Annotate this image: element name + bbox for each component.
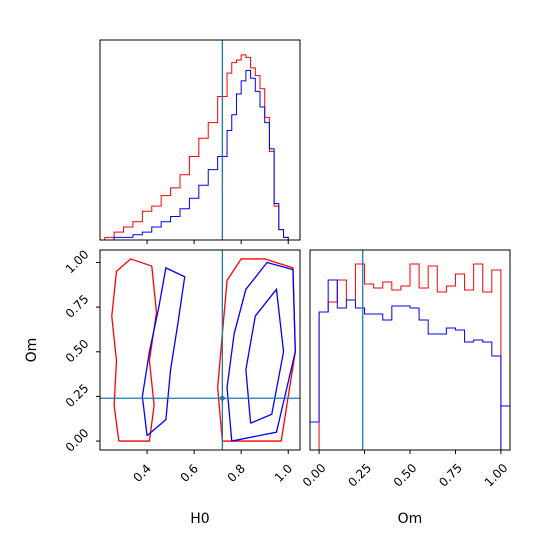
contour-xtick-label-2: 0.8 bbox=[225, 461, 248, 484]
contour-frame bbox=[99, 249, 301, 451]
om-xtick-label-1: 0.25 bbox=[345, 461, 374, 490]
h0-hist-blue bbox=[104, 69, 293, 240]
om-marginal-plot bbox=[310, 250, 510, 450]
om-xtick-label-4: 1.00 bbox=[482, 461, 511, 490]
contour-xtick-label-0: 0.4 bbox=[131, 461, 154, 484]
om-hist-red bbox=[310, 263, 502, 450]
contour-xtick-label-1: 0.6 bbox=[178, 461, 201, 484]
h0-marginal-plot bbox=[104, 40, 293, 240]
h0-marginal-frame bbox=[99, 39, 301, 241]
contour-ytick-label-1: 0.25 bbox=[63, 381, 92, 410]
contour-blue-1 bbox=[226, 261, 296, 442]
om-xtick-label-3: 0.75 bbox=[436, 461, 465, 490]
contour-truth-marker bbox=[219, 395, 225, 401]
contour-blue-0 bbox=[141, 266, 186, 437]
om-xtick-label-2: 0.50 bbox=[391, 461, 420, 490]
contour-ytick-label-4: 1.00 bbox=[63, 247, 92, 276]
contour-xtick-label-3: 1.0 bbox=[272, 461, 295, 484]
contour-ytick-label-2: 0.50 bbox=[63, 337, 92, 366]
om-xtick-label-0: 0.00 bbox=[300, 461, 329, 490]
contour-ylabel: Om bbox=[24, 338, 40, 363]
om-hist-blue bbox=[310, 279, 502, 450]
contour-xlabel: H0 bbox=[190, 511, 209, 527]
contour-ytick-label-0: 0.00 bbox=[63, 426, 92, 455]
contour-blue-2 bbox=[245, 287, 285, 424]
contour-red-0 bbox=[111, 258, 158, 442]
om-xlabel: Om bbox=[398, 511, 423, 527]
contour-red-1 bbox=[216, 258, 296, 442]
contour-plot bbox=[100, 250, 300, 450]
contour-ytick-label-3: 0.75 bbox=[63, 292, 92, 321]
h0-hist-red bbox=[104, 54, 293, 240]
